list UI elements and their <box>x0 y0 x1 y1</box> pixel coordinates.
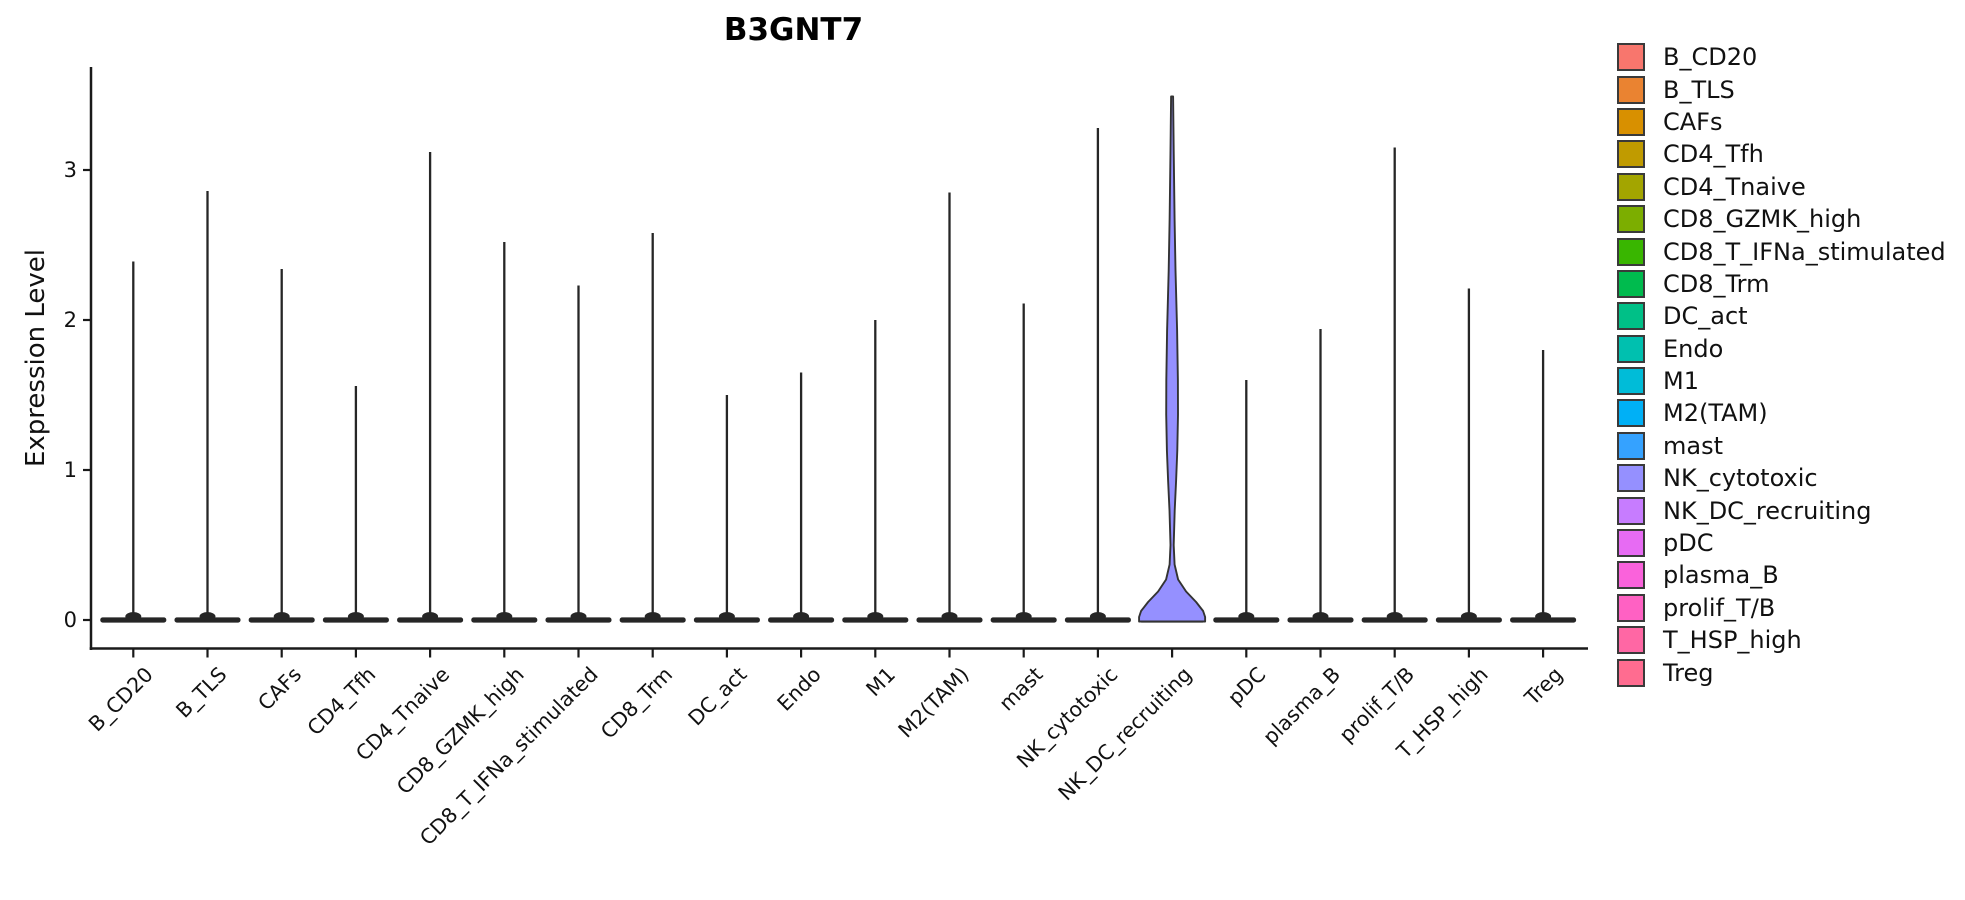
legend-label: Endo <box>1663 334 1724 363</box>
legend-color-swatch <box>1617 496 1645 525</box>
legend-color-swatch <box>1617 593 1645 622</box>
violin-B_CD20 <box>100 261 167 623</box>
legend-item-pDC: pDC <box>1617 527 1946 559</box>
legend-item-prolif_T/B: prolif_T/B <box>1617 592 1946 624</box>
legend-color-swatch <box>1617 431 1645 460</box>
legend-label: Treg <box>1663 658 1714 687</box>
legend-label: CD8_T_IFNa_stimulated <box>1663 237 1946 266</box>
legend-color-swatch <box>1617 172 1645 201</box>
legend-label: T_HSP_high <box>1663 626 1802 655</box>
legend-label: plasma_B <box>1663 561 1779 590</box>
violin-B_TLS <box>174 191 241 623</box>
legend-item-Treg: Treg <box>1617 656 1946 688</box>
legend-color-swatch <box>1617 75 1645 104</box>
legend-item-CD4_Tfh: CD4_Tfh <box>1617 138 1946 170</box>
legend-label: CD8_Trm <box>1663 269 1770 298</box>
legend-color-swatch <box>1617 529 1645 558</box>
legend-color-swatch <box>1617 140 1645 169</box>
legend-item-CD8_Trm: CD8_Trm <box>1617 268 1946 300</box>
violin-DC_act <box>693 395 760 623</box>
violin-CD8_Trm <box>619 233 686 623</box>
legend-item-B_CD20: B_CD20 <box>1617 41 1946 73</box>
legend-label: NK_cytotoxic <box>1663 464 1818 493</box>
legend-label: B_TLS <box>1663 75 1735 104</box>
legend-label: M1 <box>1663 367 1699 396</box>
violin-T_HSP_high <box>1435 288 1502 623</box>
violin-CAFs <box>248 269 315 623</box>
violin-CD4_Tfh <box>322 386 389 623</box>
legend-item-NK_DC_recruiting: NK_DC_recruiting <box>1617 494 1946 526</box>
legend-label: CAFs <box>1663 107 1723 136</box>
legend-color-swatch <box>1617 658 1645 687</box>
legend-label: B_CD20 <box>1663 43 1758 72</box>
violin-plasma_B <box>1287 329 1354 623</box>
legend-color-swatch <box>1617 367 1645 396</box>
violin-Treg <box>1510 350 1577 623</box>
legend-item-Endo: Endo <box>1617 333 1946 365</box>
violin-CD8_GZMK_high <box>471 242 538 623</box>
legend-label: prolif_T/B <box>1663 593 1776 622</box>
violin-body <box>1138 95 1207 623</box>
legend-color-swatch <box>1617 334 1645 363</box>
violin-M1 <box>842 320 909 623</box>
legend-color-swatch <box>1617 43 1645 72</box>
violin-NK_DC_recruiting <box>1138 95 1207 623</box>
legend-color-swatch <box>1617 561 1645 590</box>
y-axis-title: Expression Level <box>21 248 51 468</box>
y-tick-label: 3 <box>63 158 77 182</box>
violin-pDC <box>1213 380 1280 623</box>
legend-color-swatch <box>1617 205 1645 234</box>
violin-prolif_T/B <box>1361 147 1428 623</box>
legend-label: CD4_Tfh <box>1663 140 1764 169</box>
legend-label: M2(TAM) <box>1663 399 1768 428</box>
legend-label: pDC <box>1663 529 1714 558</box>
violin-CD4_Tnaive <box>397 152 464 623</box>
legend-color-swatch <box>1617 464 1645 493</box>
legend-item-CD4_Tnaive: CD4_Tnaive <box>1617 171 1946 203</box>
violin-Endo <box>768 372 835 623</box>
legend-item-B_TLS: B_TLS <box>1617 73 1946 105</box>
y-tick-label: 1 <box>63 458 77 482</box>
legend-item-DC_act: DC_act <box>1617 300 1946 332</box>
legend-color-swatch <box>1617 107 1645 136</box>
chart-title: B3GNT7 <box>723 12 864 48</box>
legend-item-CAFs: CAFs <box>1617 106 1946 138</box>
legend-color-swatch <box>1617 269 1645 298</box>
y-tick-label: 2 <box>63 308 77 332</box>
legend-color-swatch <box>1617 302 1645 331</box>
legend-color-swatch <box>1617 626 1645 655</box>
legend: B_CD20 B_TLS CAFs CD4_Tfh CD4_Tnaive CD8_GZMK… <box>1617 41 1946 689</box>
violin-M2(TAM) <box>916 192 983 623</box>
legend-item-mast: mast <box>1617 430 1946 462</box>
legend-label: CD4_Tnaive <box>1663 172 1806 201</box>
legend-label: mast <box>1663 431 1723 460</box>
violin-NK_cytotoxic <box>1064 128 1131 623</box>
legend-item-CD8_T_IFNa_stimulated: CD8_T_IFNa_stimulated <box>1617 235 1946 267</box>
violin-mast <box>990 303 1057 623</box>
violin-CD8_T_IFNa_stimulated <box>545 285 612 623</box>
legend-item-T_HSP_high: T_HSP_high <box>1617 624 1946 656</box>
legend-label: DC_act <box>1663 302 1748 331</box>
legend-color-swatch <box>1617 237 1645 266</box>
legend-item-M2(TAM): M2(TAM) <box>1617 397 1946 429</box>
legend-label: NK_DC_recruiting <box>1663 496 1872 525</box>
legend-color-swatch <box>1617 399 1645 428</box>
legend-item-plasma_B: plasma_B <box>1617 559 1946 591</box>
legend-label: CD8_GZMK_high <box>1663 205 1862 234</box>
legend-item-NK_cytotoxic: NK_cytotoxic <box>1617 462 1946 494</box>
y-tick-label: 0 <box>63 608 77 632</box>
legend-item-M1: M1 <box>1617 365 1946 397</box>
legend-item-CD8_GZMK_high: CD8_GZMK_high <box>1617 203 1946 235</box>
